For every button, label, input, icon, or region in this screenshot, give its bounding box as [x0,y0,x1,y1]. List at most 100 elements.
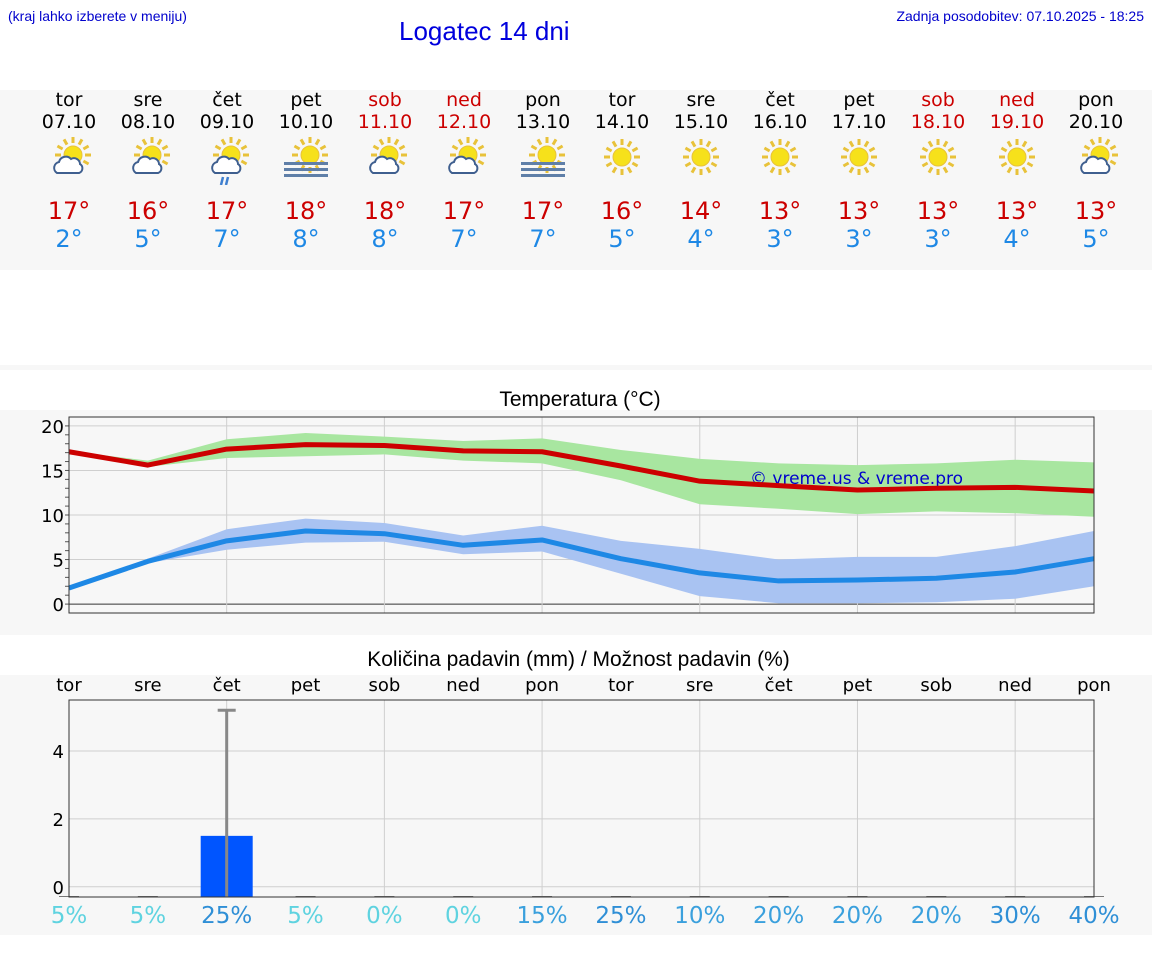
sun-icon [908,135,968,185]
y-tick-label: 4 [53,742,64,763]
precipitation-day-label: tor [608,675,634,696]
divider [0,365,1152,370]
watermark: © vreme.us & vreme.pro [750,469,963,489]
day-name: sre [133,89,163,111]
day-date: 10.10 [278,111,334,133]
location-hint: (kraj lahko izberete v meniju) [8,8,187,24]
min-temperature: 7° [529,225,557,253]
min-temperature: 7° [450,225,478,253]
precipitation-day-label: tor [56,675,82,696]
max-temperature: 17° [47,197,91,225]
precipitation-day-label: pon [525,675,559,696]
precipitation-day-label: čet [212,675,241,696]
max-temperature: 17° [205,197,249,225]
max-temperature: 16° [126,197,170,225]
day-name: sre [686,89,716,111]
precipitation-probability: 0% [444,903,482,929]
sun-cloud-icon [39,135,99,185]
sun-fog-icon [276,135,336,185]
day-name: sob [368,89,402,111]
day-date: 15.10 [673,111,729,133]
sun-cloud-icon [355,135,415,185]
min-temperature: 8° [371,225,399,253]
day-name: čet [765,89,795,111]
precipitation-probability: 0% [366,903,403,929]
min-temperature: 3° [845,225,873,253]
max-temperature-line [68,442,1095,494]
min-temperature: 4° [687,225,715,253]
sun-cloud-icon [1066,135,1126,185]
sun-cloud-rain-icon [197,135,257,186]
day-name: ned [446,89,482,111]
day-date: 14.10 [594,111,650,133]
day-date: 12.10 [436,111,492,133]
max-temperature: 17° [442,197,486,225]
min-temperature: 7° [213,225,241,253]
day-date: 13.10 [515,111,571,133]
precipitation-day-label: pon [1077,675,1111,696]
max-temperature: 13° [916,197,960,225]
max-temperature: 13° [1074,197,1118,225]
sun-cloud-icon [434,135,494,185]
temperature-chart-title: Temperatura (°C) [499,388,661,411]
day-name: ned [999,89,1035,111]
max-temperature: 17° [521,197,565,225]
precipitation-day-label: pet [842,675,873,696]
precipitation-day-label: ned [446,675,481,696]
max-temperature: 14° [679,197,723,225]
precipitation-probability: 20% [831,903,884,929]
max-temperature: 13° [758,197,802,225]
day-date: 08.10 [120,111,176,133]
precipitation-day-label: sob [368,675,401,696]
precipitation-day-label: sre [686,675,714,696]
day-date: 17.10 [831,111,887,133]
precipitation-probability: 40% [1068,903,1120,929]
sun-cloud-icon [118,135,178,185]
page-title: Logatec 14 dni [399,16,570,46]
max-temperature: 13° [995,197,1039,225]
precipitation-probability: 25% [201,903,253,929]
precipitation-probability: 5% [129,903,167,929]
day-name: pon [525,89,561,111]
day-name: sob [921,89,955,111]
precipitation-day-label: sre [134,675,162,696]
day-date: 16.10 [752,111,808,133]
precipitation-probability: 10% [674,903,726,929]
precipitation-day-label: sob [920,675,953,696]
y-tick-label: 0 [53,595,64,616]
max-temperature: 13° [837,197,881,225]
sun-icon [671,135,731,185]
precipitation-day-label: pet [290,675,321,696]
min-temperature: 4° [1003,225,1031,253]
sun-icon [829,135,889,185]
sun-fog-icon [513,135,573,185]
min-temperature: 3° [924,225,952,253]
precipitation-probability: 5% [287,903,324,929]
min-temperature: 5° [1082,225,1110,253]
plot-border [68,416,1095,614]
min-temperature: 8° [292,225,320,253]
day-date: 18.10 [910,111,966,133]
precipitation-probability: 15% [516,903,568,929]
day-name: pon [1078,89,1114,111]
precipitation-day-label: ned [998,675,1033,696]
precipitation-probability: 30% [989,903,1041,929]
precipitation-probability: 20% [910,903,962,929]
day-name: pet [290,89,322,111]
y-tick-label: 0 [53,878,64,899]
forecast-band [0,90,1152,270]
min-temperature-line [68,528,1095,591]
max-temperature: 18° [284,197,328,225]
day-date: 11.10 [357,111,413,133]
y-tick-label: 5 [53,551,64,572]
precipitation-probability: 20% [753,903,805,929]
min-temperature: 2° [55,225,83,253]
day-name: tor [55,89,83,111]
last-updated: Zadnja posodobitev: 07.10.2025 - 18:25 [896,8,1144,24]
precipitation-probability: 25% [595,903,647,929]
plot-border [68,699,1095,898]
sun-icon [750,135,810,185]
y-tick-label: 20 [41,417,64,438]
